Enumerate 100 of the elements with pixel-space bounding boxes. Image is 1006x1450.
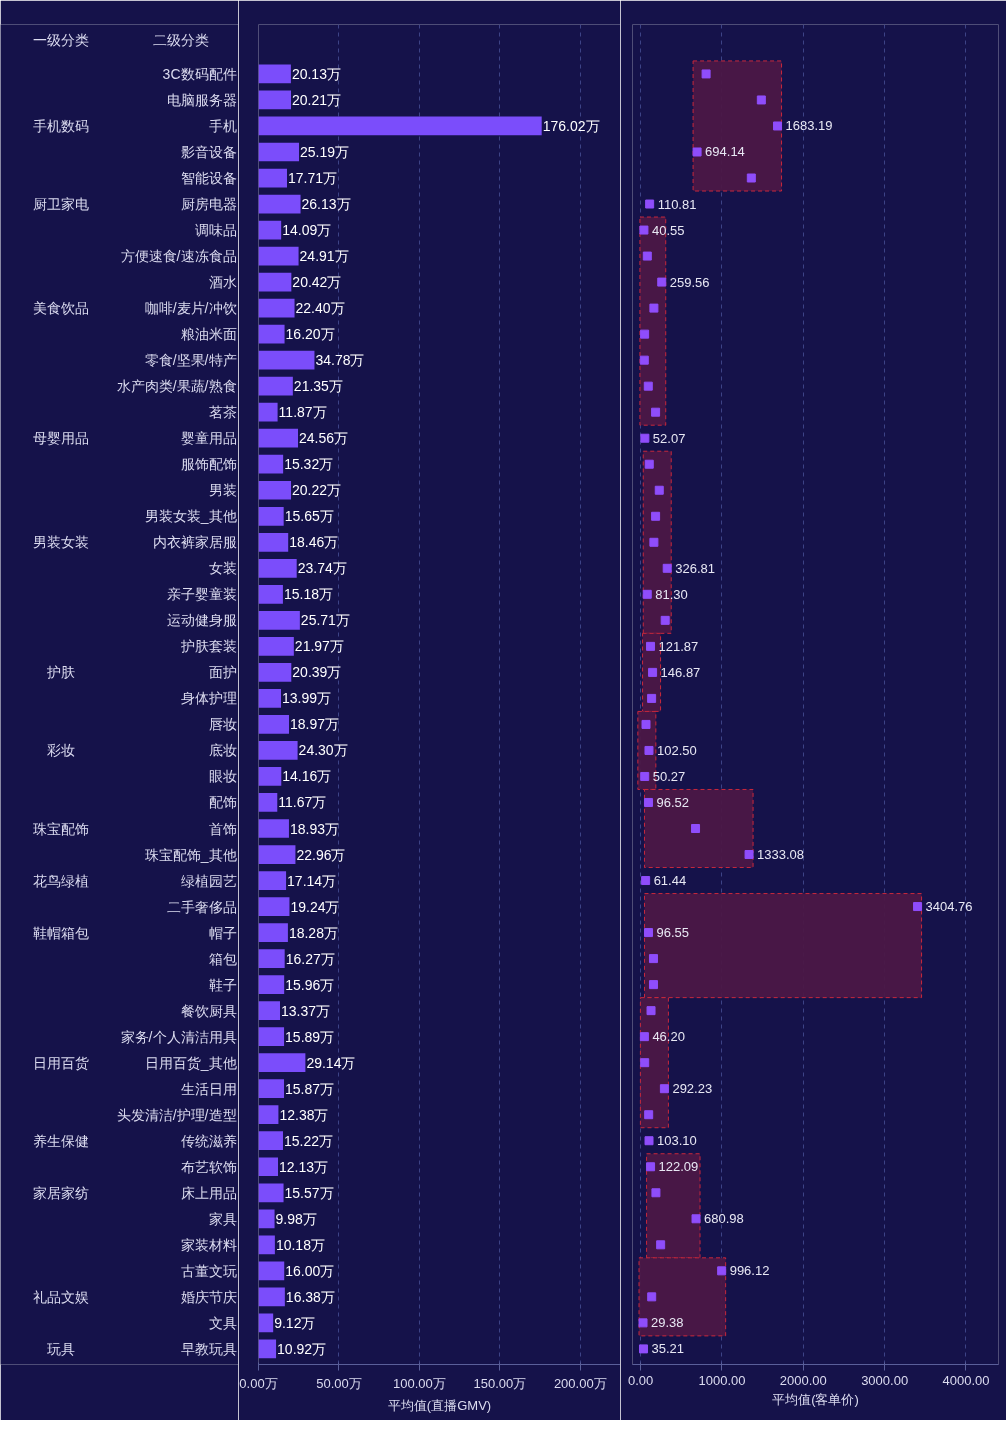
- annotation: 29.38: [651, 1315, 684, 1331]
- point: [646, 1162, 656, 1172]
- y-tick-label: 男装女装_其他: [144, 508, 237, 525]
- y-tick-label: 面护: [208, 664, 237, 681]
- y-tick-label: 水产肉类/果蔬/熟食: [116, 378, 237, 395]
- bar: [258, 767, 282, 786]
- x-axis-title: 平均值(直播GMV): [387, 1397, 492, 1413]
- data-label: 15.18万: [283, 586, 333, 603]
- annotation: 3404.76: [925, 899, 973, 915]
- data-label: 20.22万: [292, 482, 342, 499]
- data-label: 10.18万: [275, 1236, 325, 1253]
- point: [651, 1188, 661, 1198]
- bar: [258, 90, 292, 110]
- data-label: 15.57万: [284, 1184, 334, 1201]
- bar: [258, 558, 297, 578]
- point: [639, 355, 649, 365]
- y-tick-label: 文具: [208, 1314, 237, 1331]
- point: [692, 147, 702, 157]
- bar: [258, 1183, 284, 1203]
- data-label: 34.78万: [315, 352, 365, 369]
- bar: [258, 142, 300, 162]
- point: [642, 251, 652, 261]
- x-tick-label: 50.00万: [316, 1375, 362, 1391]
- bar: [258, 1235, 275, 1255]
- bar: [258, 1053, 306, 1073]
- y-tick-label: 酒水: [208, 274, 237, 291]
- bar: [258, 428, 299, 448]
- point: [657, 277, 667, 287]
- point: [701, 69, 711, 79]
- data-label: 9.98万: [275, 1210, 317, 1227]
- data-label: 11.67万: [278, 794, 327, 811]
- bar: [258, 480, 292, 500]
- y-tick-label: 箱包: [208, 950, 237, 967]
- annotation: 121.87: [658, 638, 699, 654]
- data-label: 10.92万: [277, 1340, 327, 1357]
- data-label: 16.38万: [285, 1288, 335, 1305]
- data-label: 20.13万: [291, 65, 341, 82]
- bar: [258, 1027, 285, 1047]
- bar: [258, 1105, 279, 1125]
- annotation: 103.10: [657, 1133, 697, 1149]
- y-tick-label: 生活日用: [180, 1080, 237, 1097]
- point: [691, 1214, 701, 1224]
- data-label: 13.99万: [282, 690, 332, 707]
- y-tick-label: 绿植园艺: [180, 872, 237, 889]
- y-tick-label: 唇妆: [208, 716, 237, 733]
- data-label: 15.22万: [283, 1132, 334, 1149]
- data-label: 22.40万: [295, 300, 345, 317]
- annotation: 110.81: [657, 196, 697, 212]
- point: [913, 902, 923, 912]
- y-tick-label: 家务/个人清洁用具: [120, 1028, 237, 1045]
- point: [756, 95, 766, 105]
- annotation: 81.30: [655, 586, 688, 602]
- bar: [258, 454, 284, 474]
- data-label: 16.00万: [285, 1262, 335, 1279]
- data-label: 11.87万: [278, 404, 327, 421]
- data-label: 18.93万: [289, 820, 339, 837]
- annotation: 122.09: [658, 1159, 699, 1175]
- bar: [258, 584, 283, 604]
- y-tick-label: 亲子婴童装: [166, 586, 237, 603]
- bar: [258, 923, 288, 942]
- point: [643, 381, 653, 391]
- annotation: 326.81: [675, 560, 715, 576]
- data-label: 25.71万: [300, 612, 350, 629]
- data-label: 17.14万: [287, 872, 337, 889]
- y-tick-label: 眼妆: [208, 768, 237, 785]
- bar: [258, 949, 285, 968]
- data-label: 20.39万: [292, 664, 342, 681]
- data-label: 16.27万: [285, 950, 335, 967]
- data-label: 20.21万: [292, 91, 342, 108]
- y2-tick-label: 护肤: [45, 664, 75, 681]
- bar: [258, 506, 284, 526]
- point: [691, 824, 701, 833]
- y-tick-label: 茗茶: [208, 404, 237, 421]
- bar: [258, 168, 287, 188]
- bar: [258, 975, 285, 994]
- bar: [258, 376, 293, 396]
- annotation: 694.14: [705, 144, 745, 160]
- point: [659, 1084, 669, 1094]
- y-tick-label: 婚庆节庆: [180, 1288, 237, 1305]
- x-tick-label: 1000.00: [698, 1372, 746, 1388]
- y-tick-label: 影音设备: [180, 144, 237, 160]
- y2-tick-label: 日用百货: [32, 1054, 89, 1071]
- data-label: 20.42万: [292, 274, 342, 291]
- y2-tick-label: 厨卫家电: [32, 196, 89, 213]
- data-label: 14.16万: [282, 768, 332, 785]
- x-tick-label: 150.00万: [473, 1375, 527, 1391]
- y2-tick-label: 彩妆: [46, 742, 75, 759]
- y2-tick-label: 花鸟绿植: [32, 872, 89, 889]
- bar: [258, 897, 290, 916]
- point: [647, 1292, 657, 1302]
- y-tick-label: 床上用品: [180, 1184, 237, 1201]
- data-label: 12.38万: [279, 1106, 329, 1123]
- x-tick-label: 2000.00: [779, 1372, 827, 1388]
- y2-tick-label: 养生保健: [32, 1132, 89, 1149]
- bar: [258, 272, 292, 292]
- y-tick-label: 方便速食/速冻食品: [120, 248, 237, 265]
- bar: [258, 715, 290, 734]
- data-label: 24.30万: [298, 742, 348, 759]
- data-label: 18.46万: [289, 534, 339, 551]
- x-tick-label: 3000.00: [861, 1372, 909, 1388]
